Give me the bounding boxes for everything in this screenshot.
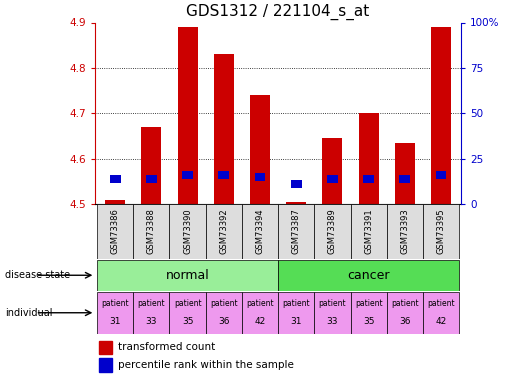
Bar <box>99 358 112 372</box>
Text: patient: patient <box>246 299 274 308</box>
Bar <box>205 292 242 334</box>
Text: cancer: cancer <box>347 269 390 282</box>
Text: 31: 31 <box>290 318 302 327</box>
Bar <box>105 200 125 204</box>
Bar <box>254 173 265 181</box>
Bar <box>278 204 314 259</box>
Text: GSM73388: GSM73388 <box>147 209 156 255</box>
Title: GDS1312 / 221104_s_at: GDS1312 / 221104_s_at <box>186 3 370 20</box>
Text: 42: 42 <box>435 318 447 327</box>
Text: percentile rank within the sample: percentile rank within the sample <box>118 360 294 370</box>
Text: patient: patient <box>319 299 346 308</box>
Bar <box>97 260 278 291</box>
Text: 35: 35 <box>182 318 193 327</box>
Bar <box>387 204 423 259</box>
Bar <box>399 175 410 183</box>
Text: patient: patient <box>391 299 419 308</box>
Text: GSM73390: GSM73390 <box>183 209 192 254</box>
Text: GSM73394: GSM73394 <box>255 209 265 254</box>
Text: GSM73387: GSM73387 <box>291 209 301 255</box>
Bar <box>291 180 302 188</box>
Bar <box>169 292 205 334</box>
Bar <box>286 202 306 204</box>
Bar <box>242 292 278 334</box>
Bar <box>278 292 314 334</box>
Bar <box>423 292 459 334</box>
Bar <box>169 204 205 259</box>
Bar <box>431 27 451 204</box>
Text: GSM73391: GSM73391 <box>364 209 373 254</box>
Bar <box>322 138 342 204</box>
Text: 36: 36 <box>399 318 410 327</box>
Text: GSM73393: GSM73393 <box>400 209 409 254</box>
Text: patient: patient <box>282 299 310 308</box>
Bar <box>327 175 338 183</box>
Bar <box>423 204 459 259</box>
Bar <box>358 113 379 204</box>
Text: transformed count: transformed count <box>118 342 215 352</box>
Bar <box>97 292 133 334</box>
Bar <box>351 292 387 334</box>
Text: patient: patient <box>210 299 237 308</box>
Text: patient: patient <box>427 299 455 308</box>
Text: 42: 42 <box>254 318 266 327</box>
Bar <box>351 204 387 259</box>
Bar <box>363 175 374 183</box>
Bar <box>205 204 242 259</box>
Text: GSM73395: GSM73395 <box>437 209 445 254</box>
Text: 33: 33 <box>327 318 338 327</box>
Bar <box>97 204 133 259</box>
Bar <box>314 204 351 259</box>
Bar <box>250 95 270 204</box>
Bar <box>133 204 169 259</box>
Text: GSM73389: GSM73389 <box>328 209 337 254</box>
Bar <box>314 292 351 334</box>
Bar <box>278 260 459 291</box>
Bar <box>110 175 121 183</box>
Text: disease state: disease state <box>5 270 70 280</box>
Bar <box>436 171 447 179</box>
Bar <box>218 171 229 179</box>
Bar <box>133 292 169 334</box>
Text: 31: 31 <box>109 318 121 327</box>
Text: patient: patient <box>355 299 383 308</box>
Bar <box>99 341 112 354</box>
Text: 36: 36 <box>218 318 230 327</box>
Bar <box>214 54 234 204</box>
Bar <box>182 171 193 179</box>
Bar <box>142 127 161 204</box>
Text: patient: patient <box>138 299 165 308</box>
Bar <box>395 143 415 204</box>
Text: normal: normal <box>166 269 210 282</box>
Text: 35: 35 <box>363 318 374 327</box>
Text: patient: patient <box>101 299 129 308</box>
Bar <box>242 204 278 259</box>
Text: patient: patient <box>174 299 201 308</box>
Bar <box>146 175 157 183</box>
Text: GSM73392: GSM73392 <box>219 209 228 254</box>
Text: 33: 33 <box>146 318 157 327</box>
Bar <box>387 292 423 334</box>
Text: GSM73386: GSM73386 <box>111 209 119 255</box>
Text: individual: individual <box>5 308 53 318</box>
Bar <box>178 27 198 204</box>
